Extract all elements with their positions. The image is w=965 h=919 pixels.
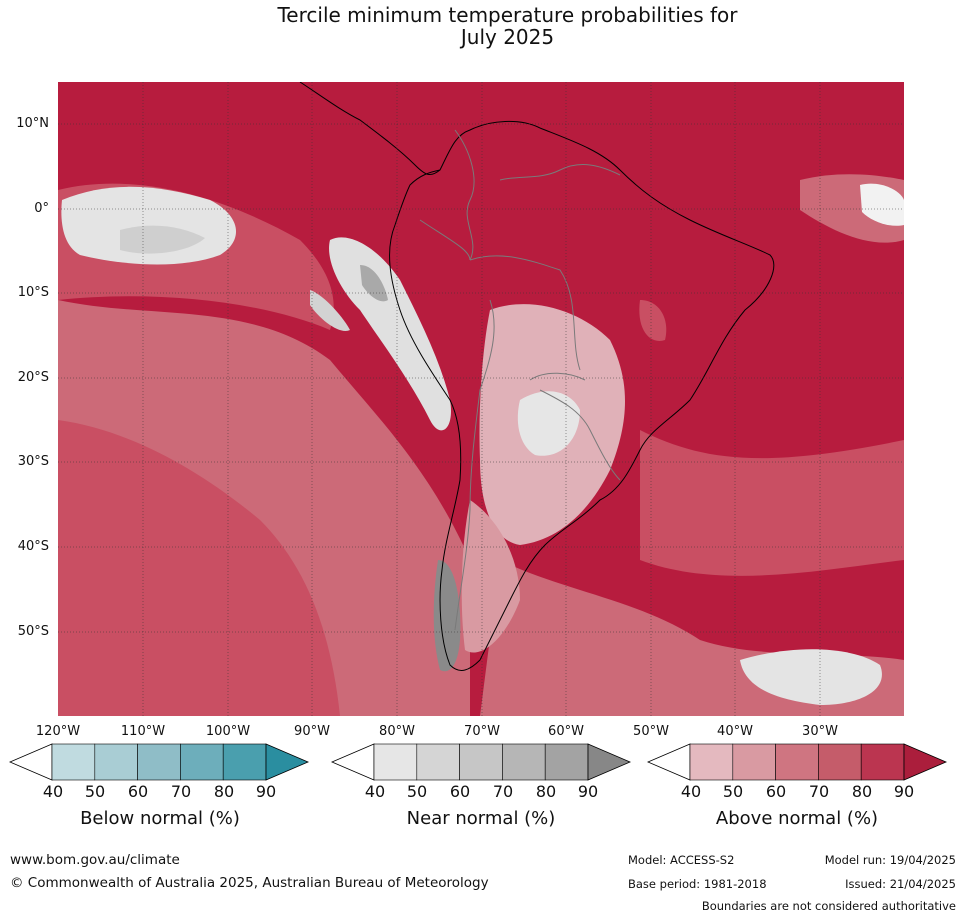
below-tick-80: 80	[213, 782, 235, 801]
footer-model-run: Model run: 19/04/2025	[824, 853, 956, 867]
above-normal-70-brazil-east	[639, 300, 667, 341]
lon-label-80w: 80°W	[379, 724, 415, 739]
near-normal-40-southern-atlantic	[740, 649, 882, 705]
above-normal-50-patagonia	[461, 500, 520, 653]
colorbar-segment	[222, 743, 267, 781]
lon-label-90w: 90°W	[294, 724, 330, 739]
below-tick-40: 40	[42, 782, 64, 801]
near-normal-50-offshore	[310, 290, 350, 331]
near-normal-40-peru-coast	[329, 237, 451, 431]
below-colorbar-high-arrow	[265, 743, 310, 781]
border-venezuela-brazil	[499, 164, 621, 181]
colorbar-segment	[459, 743, 503, 781]
colorbar-segment	[51, 743, 96, 781]
chart-title: Tercile minimum temperature probabilitie…	[0, 4, 965, 48]
above-normal-label: Above normal (%)	[715, 808, 879, 829]
colorbar-segment	[373, 743, 418, 781]
gridlines	[58, 82, 904, 716]
near-tick-40: 40	[364, 782, 386, 801]
near-tick-90: 90	[577, 782, 599, 801]
footer-disclaimer: Boundaries are not considered authoritat…	[701, 899, 956, 913]
above-colorbar-segments	[689, 743, 905, 781]
above-tick-40: 40	[680, 782, 702, 801]
lon-label-40w: 40°W	[717, 724, 753, 739]
near-normal-80-peru-coast	[360, 265, 388, 302]
border-ecuador-peru	[419, 219, 471, 261]
above-tick-80: 80	[851, 782, 873, 801]
above-tick-70: 70	[808, 782, 830, 801]
border-colombia	[454, 129, 475, 261]
colorbar-segment	[689, 743, 734, 781]
colorbar-segment	[818, 743, 862, 781]
border-brazil-bolivia	[469, 255, 581, 371]
near-tick-60: 60	[449, 782, 471, 801]
below-colorbar-segments	[51, 743, 267, 781]
lon-label-100w: 100°W	[205, 724, 251, 739]
near-colorbar-segments	[373, 743, 589, 781]
lon-label-60w: 60°W	[548, 724, 584, 739]
colorbar-segment	[137, 743, 181, 781]
above-tick-90: 90	[893, 782, 915, 801]
coastline	[299, 82, 775, 671]
lat-label-40s: 40°S	[17, 539, 49, 554]
colorbar-segment	[94, 743, 138, 781]
footer-copyright: © Commonwealth of Australia 2025, Austra…	[10, 875, 489, 891]
forecast-map	[58, 82, 904, 716]
below-tick-60: 60	[127, 782, 149, 801]
lat-label-20s: 20°S	[17, 370, 49, 385]
colorbar-segment	[544, 743, 589, 781]
lat-label-30s: 30°S	[17, 454, 49, 469]
country-borders	[419, 129, 621, 631]
lat-label-10s: 10°S	[17, 285, 49, 300]
near-tick-50: 50	[406, 782, 428, 801]
probability-field	[58, 82, 904, 716]
colorbar-segment	[775, 743, 819, 781]
near-tick-80: 80	[535, 782, 557, 801]
lon-label-50w: 50°W	[633, 724, 669, 739]
footer-model: Model: ACCESS-S2	[628, 853, 735, 867]
above-tick-50: 50	[722, 782, 744, 801]
above-tick-60: 60	[765, 782, 787, 801]
below-colorbar-low-arrow	[8, 743, 53, 781]
lon-label-70w: 70°W	[464, 724, 500, 739]
near-normal-label: Near normal (%)	[406, 808, 556, 829]
footer-base-period: Base period: 1981-2018	[628, 877, 767, 891]
lat-label-50s: 50°S	[17, 624, 49, 639]
south-america-coast	[389, 127, 775, 671]
lat-label-0: 0°	[34, 201, 49, 216]
near-normal-60-east-pacific	[120, 225, 205, 254]
border-paraguay	[539, 389, 621, 481]
near-normal-colorbar	[330, 743, 632, 781]
lat-label-10n: 10°N	[16, 116, 49, 131]
below-tick-70: 70	[170, 782, 192, 801]
above-normal-colorbar	[646, 743, 948, 781]
below-normal-colorbar	[8, 743, 310, 781]
title-line-1: Tercile minimum temperature probabilitie…	[277, 3, 738, 27]
footer-issued: Issued: 21/04/2025	[845, 877, 956, 891]
lon-label-110w: 110°W	[120, 724, 166, 739]
border-chile-argentina	[454, 299, 495, 631]
colorbar-segment	[860, 743, 905, 781]
near-normal-40-equatorial-atlantic	[860, 183, 904, 226]
colorbar-segment	[180, 743, 224, 781]
above-colorbar-low-arrow	[646, 743, 691, 781]
above-colorbar-high-arrow	[903, 743, 948, 781]
colorbar-segment	[732, 743, 776, 781]
near-colorbar-high-arrow	[587, 743, 632, 781]
near-tick-70: 70	[492, 782, 514, 801]
below-normal-label: Below normal (%)	[80, 808, 240, 829]
central-america-coast	[299, 82, 541, 176]
near-normal-40-chaco	[517, 391, 580, 456]
near-colorbar-low-arrow	[330, 743, 375, 781]
footer-url: www.bom.gov.au/climate	[10, 852, 180, 868]
below-tick-90: 90	[255, 782, 277, 801]
lon-label-30w: 30°W	[802, 724, 838, 739]
colorbar-segment	[502, 743, 546, 781]
above-normal-70-atlantic	[640, 430, 904, 576]
lon-label-120w: 120°W	[35, 724, 81, 739]
title-line-2: July 2025	[460, 25, 555, 49]
colorbar-segment	[416, 743, 460, 781]
below-tick-50: 50	[84, 782, 106, 801]
above-normal-70-pacific-south	[58, 420, 340, 716]
